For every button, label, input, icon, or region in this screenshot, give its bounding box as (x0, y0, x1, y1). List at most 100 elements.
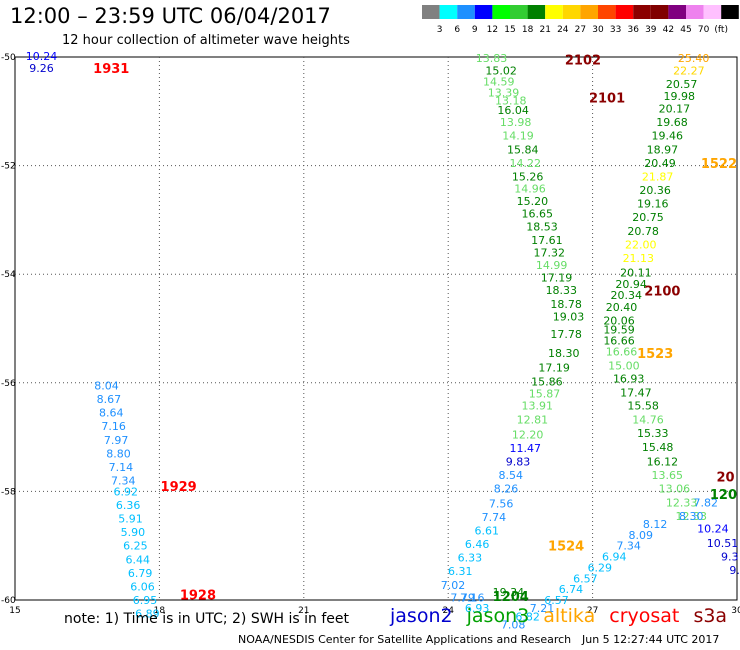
wave-height-point: 6.36 (116, 499, 141, 512)
scale-label: 42 (663, 25, 674, 35)
wave-height-point: 15.58 (627, 400, 659, 413)
legend-altika: altika (543, 605, 596, 627)
scale-swatch (598, 5, 616, 19)
y-tick-label: -50 (1, 53, 16, 63)
wave-height-point: 13.06 (659, 483, 691, 496)
plot-frame (14, 56, 738, 601)
pass-time-label: 1523 (637, 347, 673, 362)
wave-height-point: 15.26 (512, 170, 544, 183)
wave-height-point: 17.61 (531, 234, 563, 247)
wave-height-point: 7.34 (616, 540, 641, 553)
wave-height-point: 20.78 (627, 225, 659, 238)
scale-label: 9 (472, 25, 478, 35)
wave-height-point: 14.19 (502, 130, 534, 143)
pass-time-label: 2100 (644, 284, 680, 299)
wave-height-point: 6.92 (113, 485, 138, 498)
scale-label: 27 (575, 25, 586, 35)
wave-height-point: 13.18 (495, 94, 527, 107)
wave-height-point: 9.3 (721, 551, 739, 564)
wave-height-point: 8.67 (97, 393, 122, 406)
wave-height-point: 8.04 (94, 380, 119, 393)
wave-height-point: 17.78 (550, 328, 582, 341)
wave-height-point: 7.08 (501, 618, 526, 631)
wave-height-point: 7.79 (450, 591, 475, 604)
wave-height-point: 15.20 (517, 195, 549, 208)
footer-note: note: 1) Time is in UTC; 2) SWH is in fe… (64, 611, 350, 627)
wave-height-point: 10.51 (707, 537, 739, 550)
wave-height-point: 20.34 (611, 289, 643, 302)
wave-height-point: 9.26 (29, 62, 54, 75)
chart-subtitle: 12 hour collection of altimeter wave hei… (62, 33, 350, 48)
wave-height-point: 20.57 (666, 78, 698, 91)
wave-height-point: 17.19 (541, 271, 573, 284)
wave-height-point: 7.34 (111, 475, 136, 488)
legend-s3a: s3a (693, 605, 728, 627)
wave-height-point: 15.48 (642, 441, 674, 454)
wave-height-point: 15.33 (637, 427, 669, 440)
wave-height-point: 13.98 (500, 116, 532, 129)
scale-swatch (422, 5, 440, 19)
wave-height-point: 21.13 (623, 252, 655, 265)
scale-swatch (439, 5, 458, 19)
wave-height-point: 6.57 (544, 594, 569, 607)
y-tick-label: -52 (1, 162, 16, 172)
wave-height-point: 7.16 (101, 420, 126, 433)
scale-swatch (562, 5, 581, 19)
wave-height-point: 6.79 (128, 567, 153, 580)
wave-height-point: 20.36 (639, 184, 671, 197)
wave-height-point: 18.78 (550, 298, 582, 311)
wave-height-point: 18.97 (647, 143, 679, 156)
wave-height-point: 20.06 (603, 314, 635, 327)
wave-height-point: 19.46 (651, 130, 683, 143)
pass-time-label: 1204 (493, 590, 529, 605)
x-tick-label: 18 (154, 606, 166, 616)
legend-cryosat: cryosat (609, 605, 680, 627)
wave-height-point: 6.89 (135, 608, 160, 621)
wave-height-point: 16.66 (603, 334, 635, 347)
wave-height-point: 13.39 (488, 86, 520, 99)
scale-swatch (686, 5, 704, 19)
wave-height-point: 17.19 (538, 362, 570, 375)
y-tick-label: -60 (1, 596, 16, 606)
wave-height-point: 6.93 (465, 602, 490, 615)
scale-swatch (580, 5, 598, 19)
x-tick-label: 30 (731, 606, 740, 616)
scale-label: 18 (522, 25, 534, 35)
wave-height-point: 13.83 (476, 52, 508, 65)
wave-height-point: 14.76 (632, 414, 664, 427)
wave-height-point: 19.98 (663, 90, 695, 103)
scale-swatch (492, 5, 510, 19)
scale-label: 6 (454, 25, 460, 35)
scale-label: 33 (610, 25, 621, 35)
wave-height-point: 7.74 (482, 511, 507, 524)
scale-label: 21 (539, 25, 550, 35)
legend-jason2: jason2 (390, 605, 453, 627)
scale-label: 45 (680, 25, 691, 35)
scale-swatch (545, 5, 563, 19)
wave-height-point: 18.30 (548, 347, 580, 360)
wave-height-point: 19.68 (656, 116, 688, 129)
scale-swatch (668, 5, 686, 19)
wave-height-point: 15.02 (485, 65, 517, 78)
wave-height-point: 9.83 (506, 456, 531, 469)
scale-label: 70 (698, 25, 710, 35)
wave-height-point: 20.40 (606, 301, 638, 314)
y-tick-label: -54 (1, 270, 16, 280)
pass-time-label: 20 (716, 471, 734, 486)
pass-time-label: 1931 (93, 62, 129, 77)
scale-swatch (650, 5, 669, 19)
scale-label: 15 (504, 25, 515, 35)
wave-height-point: 15.86 (531, 376, 563, 389)
wave-height-point: 20.17 (659, 103, 691, 116)
wave-height-point: 19.34 (493, 586, 525, 599)
pass-time-label: 1929 (161, 480, 197, 495)
wave-height-point: 20.75 (632, 211, 664, 224)
scale-label: 3 (437, 25, 443, 35)
wave-height-point: 18.33 (546, 284, 578, 297)
scale-swatch (633, 5, 651, 19)
wave-height-point: 7.16 (460, 591, 485, 604)
wave-height-point: 8.12 (643, 518, 668, 531)
scale-label: 36 (627, 25, 639, 35)
wave-height-point: 6.57 (573, 572, 598, 585)
wave-height-point: 8.54 (499, 469, 524, 482)
